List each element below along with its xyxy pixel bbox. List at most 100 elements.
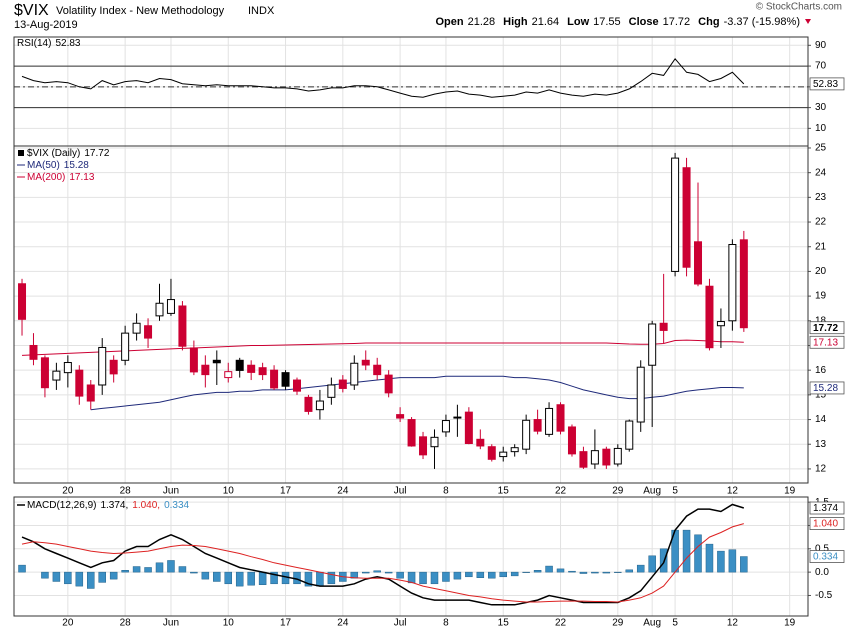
candle-body (567, 426, 576, 455)
candle-body (121, 332, 130, 361)
index-name: Volatility Index - New Methodology (56, 5, 225, 17)
candle-body (189, 347, 198, 373)
histogram-bar (304, 571, 313, 587)
candle-body (510, 447, 519, 453)
candle-body (63, 362, 72, 374)
histogram-bar (636, 564, 645, 573)
moving-average (90, 375, 744, 411)
x-tick-label: 22 (555, 618, 567, 629)
x-tick-label: 5 (672, 618, 678, 629)
copyright: © StockCharts.com (756, 2, 842, 13)
quote-value: 17.55 (593, 16, 621, 28)
legend-part: 1.040, (132, 500, 160, 511)
histogram-bar (247, 571, 255, 586)
symbol: $VIX (14, 2, 49, 19)
x-tick-label: 28 (120, 618, 132, 629)
candle-body (464, 411, 473, 444)
legend-value: 17.13 (69, 172, 94, 183)
moving-average (21, 339, 744, 356)
y-tick-label: 19 (815, 291, 827, 302)
candle-body (361, 359, 370, 366)
x-tick-label: 5 (672, 486, 678, 497)
legend-value: 52.83 (55, 38, 80, 49)
histogram-bar (213, 571, 221, 582)
legend-name: $VIX (Daily) (27, 148, 80, 159)
histogram-bar (235, 571, 244, 587)
candle-body (258, 367, 267, 376)
x-tick-label: Jul (394, 618, 407, 629)
value-box (809, 517, 845, 530)
x-tick-label: 29 (612, 618, 624, 629)
legend: $VIX (Daily) 17.72 (27, 148, 110, 159)
candle-body (75, 369, 84, 397)
histogram-bar (132, 566, 141, 573)
panel-frame (13, 145, 809, 484)
histogram-bar (109, 571, 118, 580)
x-tick-label: 22 (555, 486, 567, 497)
legend-part: MACD(12,26,9) (27, 500, 96, 511)
legend-name: MA(200) (27, 172, 65, 183)
x-tick-label: 20 (62, 486, 74, 497)
candle-body (533, 419, 542, 432)
histogram-bar (316, 571, 324, 587)
y-tick-label: 14 (815, 414, 827, 425)
y-tick-label: 30 (815, 102, 827, 113)
histogram-bar (258, 571, 267, 585)
candle-body (40, 357, 49, 389)
candle-body (602, 448, 611, 466)
x-tick-label: 12 (727, 486, 739, 497)
candle-body (304, 396, 313, 412)
histogram-bar (407, 571, 416, 584)
histogram-bar (510, 571, 519, 577)
value-box (809, 335, 845, 349)
legend-name: RSI(14) (17, 38, 51, 49)
y-tick-label: 90 (815, 40, 827, 51)
candle-body (247, 364, 256, 373)
candle-body (590, 450, 599, 465)
histogram-bar (121, 570, 129, 573)
exchange: INDX (248, 5, 275, 17)
macd-line (21, 503, 745, 606)
candle-body (327, 384, 336, 398)
candle-body (453, 416, 462, 419)
histogram-bar (361, 571, 370, 574)
histogram-bar (430, 571, 439, 585)
x-tick-label: 29 (612, 486, 624, 497)
x-tick-label: 20 (62, 618, 74, 629)
y-tick-label: 0.5 (815, 543, 829, 554)
histogram-bar (224, 571, 233, 585)
histogram-bar (648, 555, 656, 573)
value-box (809, 550, 845, 563)
histogram-bar (545, 565, 553, 573)
candle-body (29, 344, 38, 360)
y-tick-label: 16 (815, 365, 827, 376)
histogram-bar (602, 571, 611, 574)
x-tick-label: 15 (498, 486, 510, 497)
value-box-label: 1.040 (813, 519, 838, 530)
quote-label: High (503, 16, 528, 28)
histogram-bar (694, 534, 702, 573)
candle-body (430, 436, 439, 448)
histogram-bar (190, 571, 198, 574)
value-box (809, 321, 845, 335)
x-tick-label: 19 (784, 486, 796, 497)
candle-body (224, 371, 233, 379)
candle-body (579, 451, 588, 468)
histogram-bar (740, 556, 748, 573)
candle-body (212, 359, 221, 364)
x-tick-label: 17 (280, 618, 292, 629)
y-tick-label: 20 (815, 266, 827, 277)
candle-body (636, 366, 645, 423)
candle-body (178, 305, 187, 347)
histogram-bar (682, 529, 691, 573)
x-tick-label: 24 (337, 618, 349, 629)
legend: RSI(14) 52.83 (17, 38, 81, 49)
change-arrow (805, 19, 811, 24)
candle-body (441, 420, 450, 433)
candle-body (281, 372, 290, 387)
value-box-label: 15.28 (813, 383, 838, 394)
histogram-bar (499, 571, 507, 578)
candle-body (671, 157, 680, 272)
histogram-bar (270, 571, 278, 585)
y-tick-label: 15 (815, 390, 827, 401)
